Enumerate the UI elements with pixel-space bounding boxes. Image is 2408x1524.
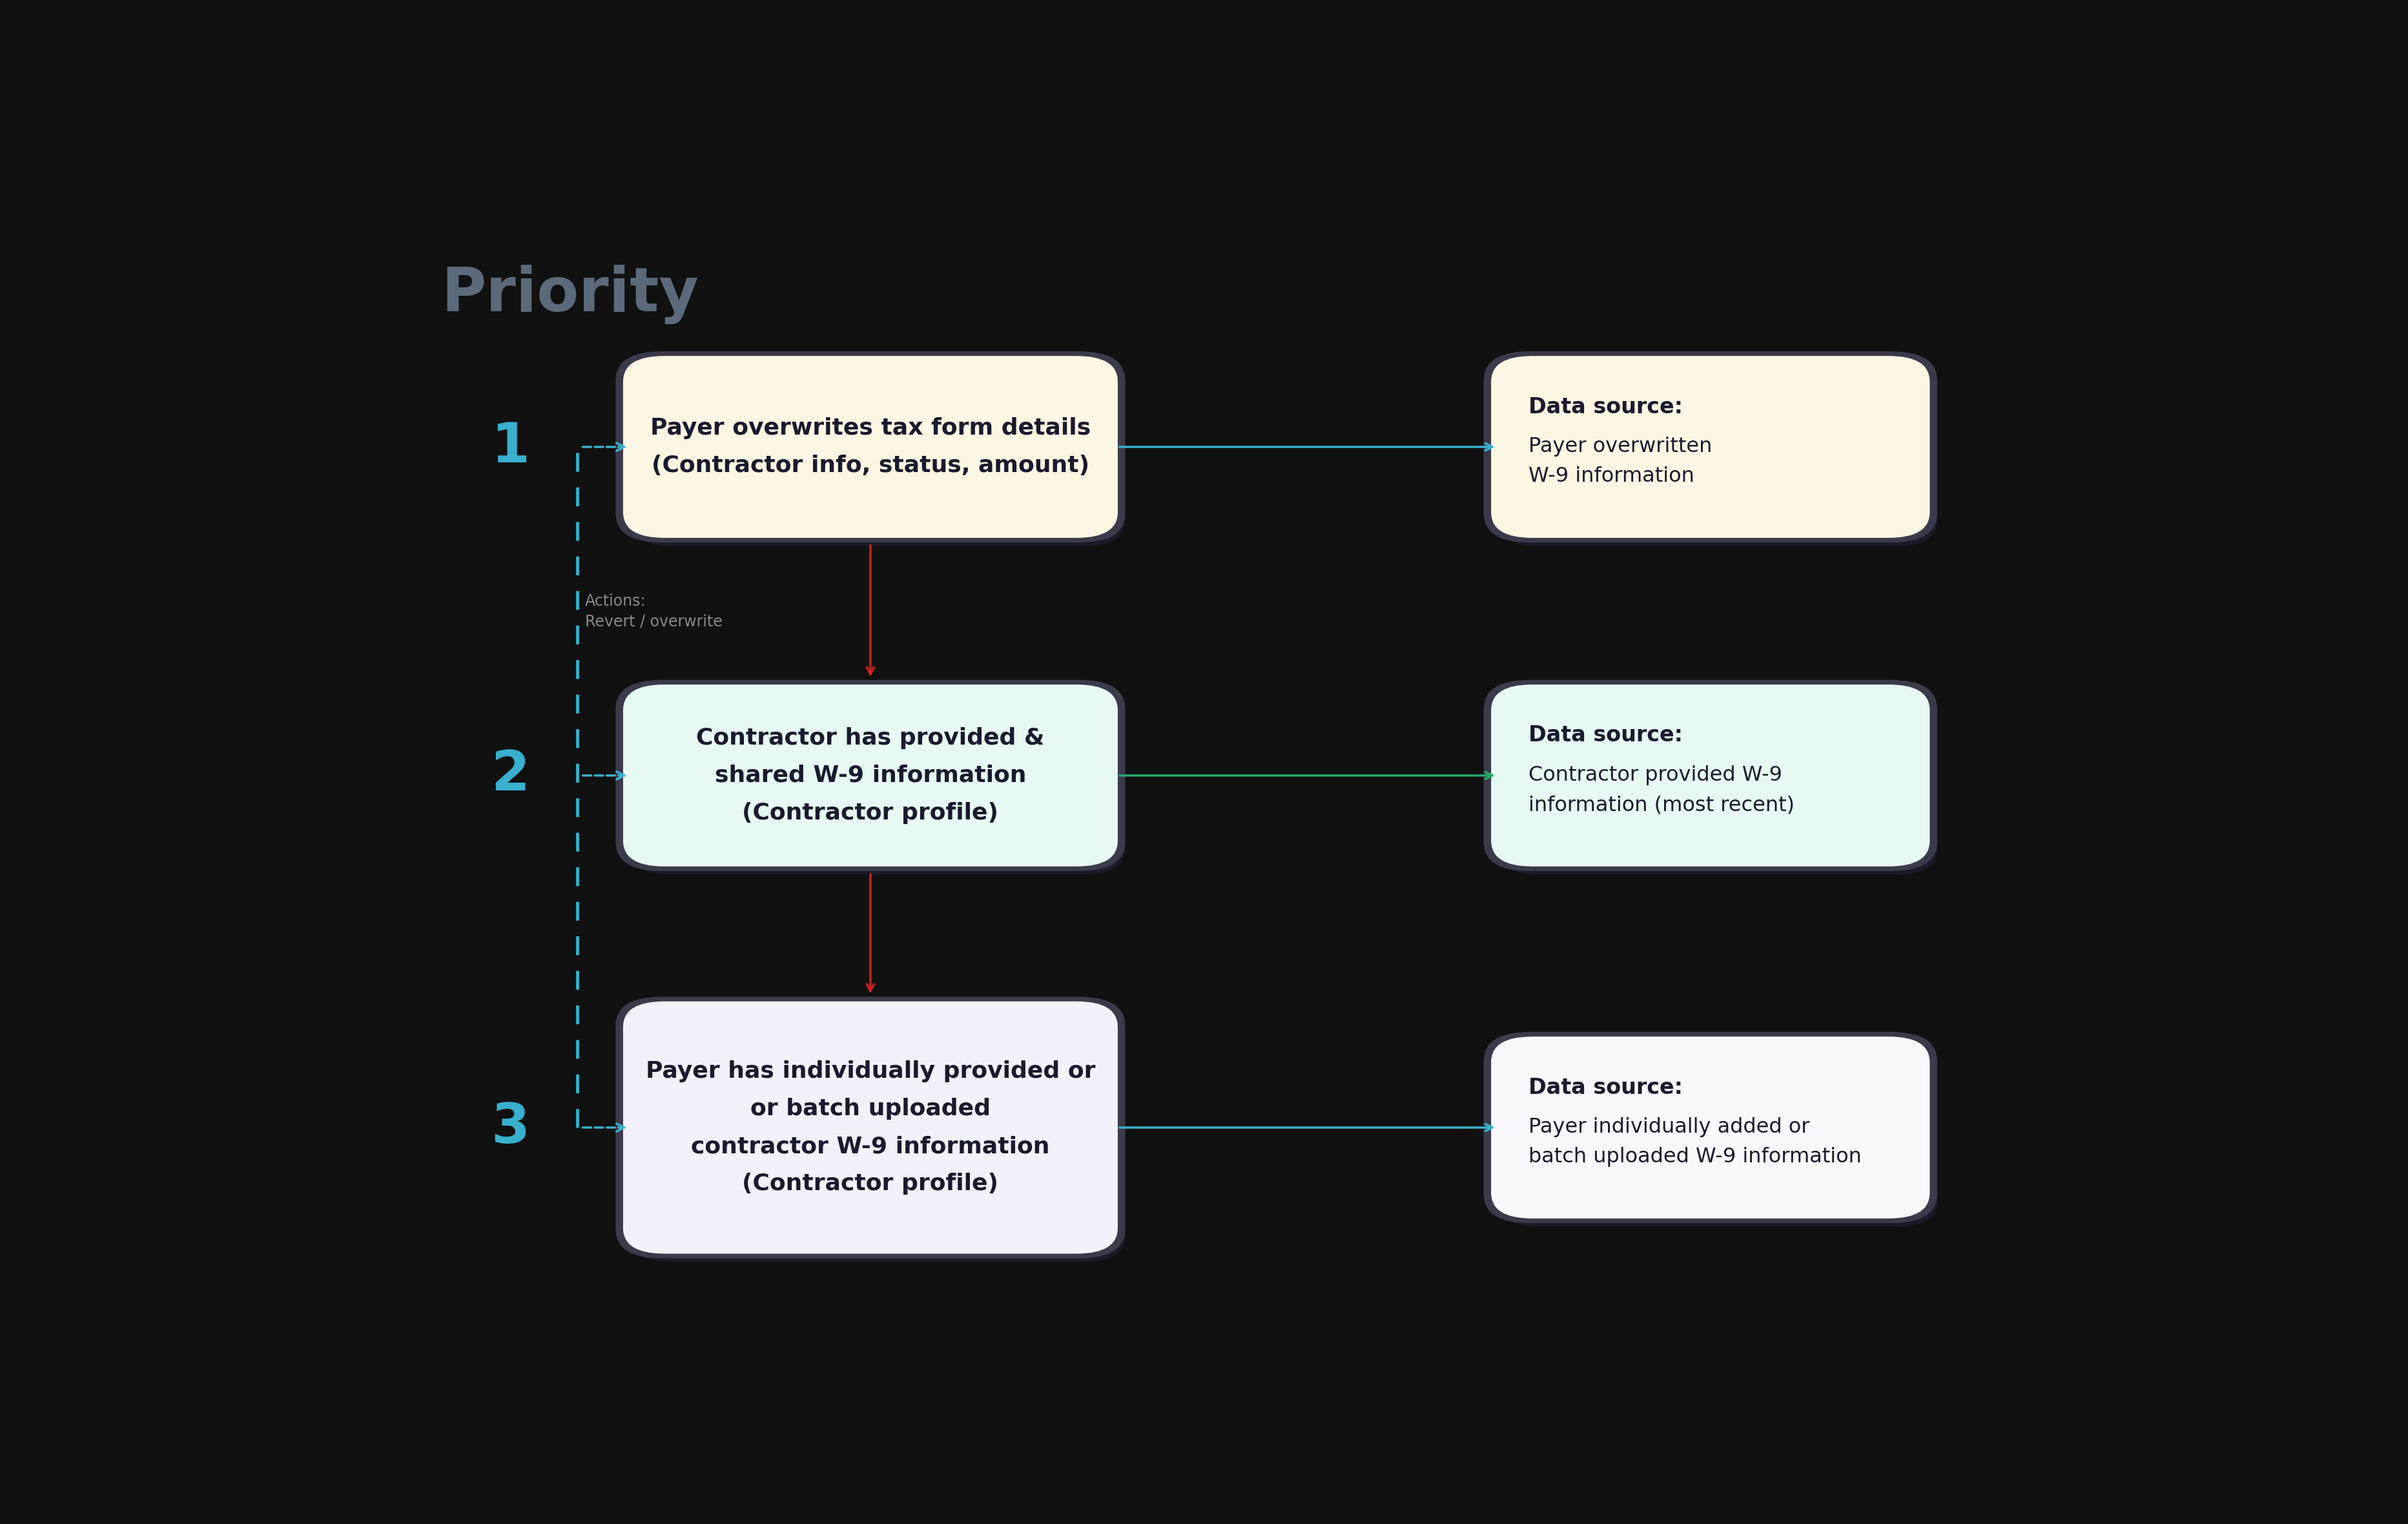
Text: shared W-9 information: shared W-9 information [715, 765, 1026, 786]
Text: (Contractor profile): (Contractor profile) [742, 1173, 999, 1195]
FancyBboxPatch shape [631, 1009, 1125, 1262]
FancyBboxPatch shape [1498, 364, 1936, 546]
FancyBboxPatch shape [616, 680, 1125, 872]
Text: 1: 1 [491, 421, 530, 474]
FancyBboxPatch shape [1491, 1036, 1929, 1219]
FancyBboxPatch shape [1491, 357, 1929, 538]
Text: Payer overwrites tax form details: Payer overwrites tax form details [650, 418, 1091, 439]
FancyBboxPatch shape [1483, 680, 1936, 872]
Text: or batch uploaded: or batch uploaded [751, 1097, 990, 1120]
FancyBboxPatch shape [616, 997, 1125, 1259]
FancyBboxPatch shape [624, 1001, 1117, 1254]
Text: Contractor has provided &: Contractor has provided & [696, 727, 1045, 748]
Text: contractor W-9 information: contractor W-9 information [691, 1135, 1050, 1157]
Text: Priority: Priority [441, 265, 698, 325]
FancyBboxPatch shape [624, 684, 1117, 867]
FancyBboxPatch shape [1491, 684, 1929, 867]
Text: Payer individually added or
batch uploaded W-9 information: Payer individually added or batch upload… [1529, 1117, 1861, 1167]
Text: 2: 2 [491, 748, 530, 802]
Text: Data source:: Data source: [1529, 1077, 1683, 1099]
Text: 3: 3 [491, 1100, 530, 1154]
FancyBboxPatch shape [616, 351, 1125, 543]
FancyBboxPatch shape [1498, 693, 1936, 875]
FancyBboxPatch shape [631, 364, 1125, 546]
Text: (Contractor profile): (Contractor profile) [742, 802, 999, 824]
Text: Contractor provided W-9
information (most recent): Contractor provided W-9 information (mos… [1529, 765, 1794, 815]
FancyBboxPatch shape [624, 357, 1117, 538]
Text: Payer has individually provided or: Payer has individually provided or [645, 1061, 1096, 1082]
Text: Actions:
Revert / overwrite: Actions: Revert / overwrite [585, 593, 722, 629]
Text: Data source:: Data source: [1529, 725, 1683, 747]
FancyBboxPatch shape [1483, 1032, 1936, 1224]
FancyBboxPatch shape [1483, 351, 1936, 543]
Text: (Contractor info, status, amount): (Contractor info, status, amount) [650, 454, 1088, 477]
FancyBboxPatch shape [1498, 1045, 1936, 1227]
Text: Data source:: Data source: [1529, 396, 1683, 418]
FancyBboxPatch shape [631, 693, 1125, 875]
Text: Payer overwritten
W-9 information: Payer overwritten W-9 information [1529, 436, 1712, 486]
